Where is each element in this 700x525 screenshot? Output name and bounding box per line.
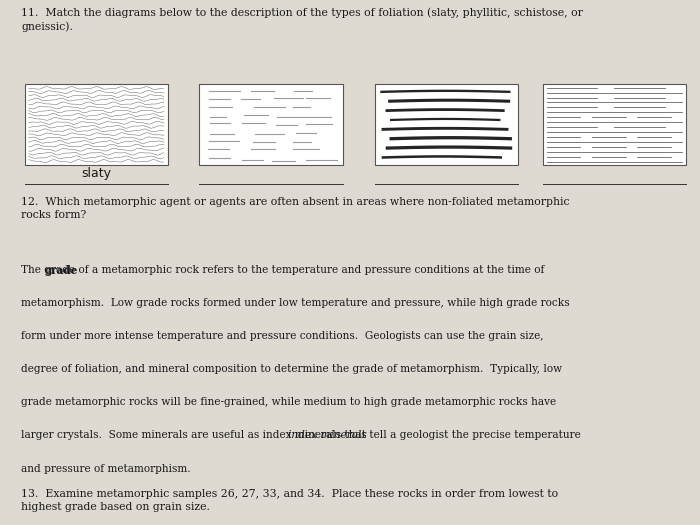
Text: form under more intense temperature and pressure conditions.  Geologists can use: form under more intense temperature and … xyxy=(21,331,543,341)
Text: index minerals: index minerals xyxy=(288,430,367,440)
Text: grade metamorphic rocks will be fine-grained, while medium to high grade metamor: grade metamorphic rocks will be fine-gra… xyxy=(21,397,556,407)
Text: 11.  Match the diagrams below to the description of the types of foliation (slat: 11. Match the diagrams below to the desc… xyxy=(21,8,583,33)
Text: slaty: slaty xyxy=(81,167,111,180)
Text: 13.  Examine metamorphic samples 26, 27, 33, and 34.  Place these rocks in order: 13. Examine metamorphic samples 26, 27, … xyxy=(21,489,558,512)
Text: and pressure of metamorphism.: and pressure of metamorphism. xyxy=(21,464,190,474)
Text: metamorphism.  Low grade rocks formed under low temperature and pressure, while : metamorphism. Low grade rocks formed und… xyxy=(21,298,570,308)
Text: grade: grade xyxy=(44,265,78,276)
Text: degree of foliation, and mineral composition to determine the grade of metamorph: degree of foliation, and mineral composi… xyxy=(21,364,562,374)
Text: 12.  Which metamorphic agent or agents are often absent in areas where non-folia: 12. Which metamorphic agent or agents ar… xyxy=(21,197,570,220)
Bar xyxy=(199,84,343,165)
Text: larger crystals.  Some minerals are useful as index minerals that tell a geologi: larger crystals. Some minerals are usefu… xyxy=(21,430,581,440)
Bar xyxy=(374,84,518,165)
Bar xyxy=(25,84,168,165)
Bar xyxy=(542,84,686,165)
Text: The grade of a metamorphic rock refers to the temperature and pressure condition: The grade of a metamorphic rock refers t… xyxy=(21,265,545,275)
